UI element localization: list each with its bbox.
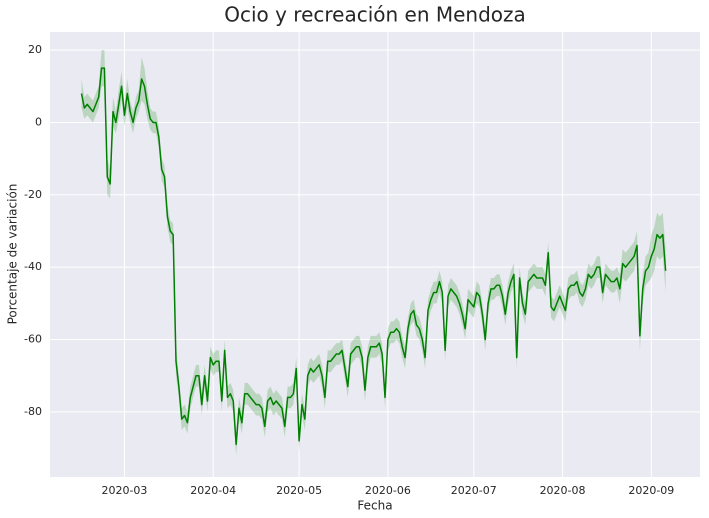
x-tick-label: 2020-04 — [190, 484, 236, 497]
x-tick-label: 2020-03 — [101, 484, 147, 497]
y-tick-label: -80 — [24, 405, 42, 418]
x-tick-label: 2020-09 — [628, 484, 674, 497]
y-axis-label: Porcentaje de variación — [6, 184, 20, 325]
x-tick-label: 2020-08 — [540, 484, 586, 497]
x-tick-label: 2020-05 — [276, 484, 322, 497]
y-tick-label: -40 — [24, 260, 42, 273]
x-tick-label: 2020-06 — [365, 484, 411, 497]
x-axis-label: Fecha — [357, 499, 392, 513]
chart-title: Ocio y recreación en Mendoza — [224, 3, 526, 27]
x-tick-label: 2020-07 — [451, 484, 497, 497]
line — [80, 67, 667, 446]
y-tick-label: -20 — [24, 188, 42, 201]
y-tick-label: 0 — [35, 115, 42, 128]
y-tick-label: 20 — [28, 43, 42, 56]
plot-background — [50, 32, 700, 477]
y-tick-label: -60 — [24, 333, 42, 346]
